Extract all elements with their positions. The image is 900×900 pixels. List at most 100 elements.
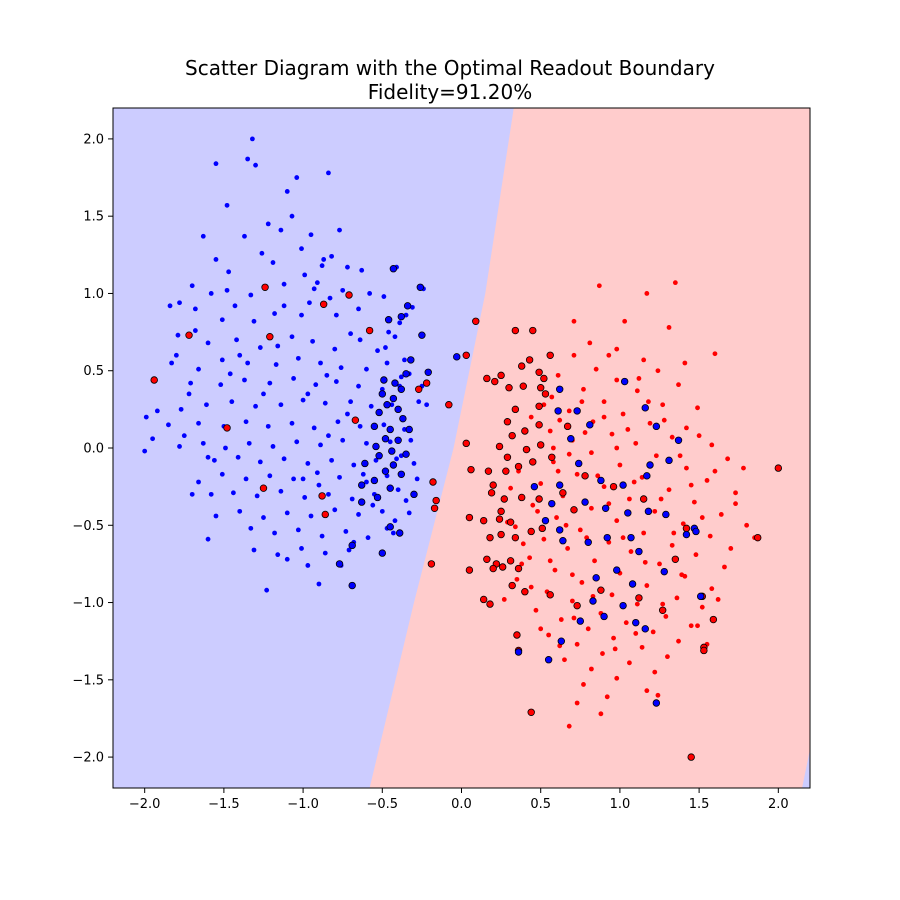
blue-point — [250, 136, 255, 142]
blue-point — [192, 306, 198, 312]
red-point — [557, 417, 563, 423]
misclassified-red-point — [538, 524, 546, 533]
misclassified-red-point — [521, 588, 529, 596]
misclassified-blue-point — [556, 526, 564, 534]
red-point — [712, 468, 718, 474]
blue-point — [337, 474, 342, 480]
blue-point — [403, 498, 409, 503]
misclassified-red-point — [479, 516, 488, 525]
y-axis: −2.0 −1.5 −1.0 −0.5 0.0 0.5 1.0 1.5 2.0 — [72, 132, 113, 766]
blue-point — [348, 399, 354, 405]
red-point — [555, 468, 561, 474]
blue-point — [338, 365, 344, 371]
blue-point — [267, 380, 273, 386]
red-region — [369, 108, 810, 788]
misclassified-red-point — [546, 591, 554, 599]
red-point — [589, 450, 594, 456]
misclassified-blue-point — [383, 401, 391, 409]
misclassified-red-point — [658, 606, 667, 614]
misclassified-blue-point — [559, 537, 567, 545]
blue-point — [416, 399, 422, 405]
misclassified-blue-point — [586, 421, 594, 429]
red-point — [501, 597, 507, 602]
red-point — [658, 496, 664, 502]
blue-point — [213, 513, 219, 519]
misclassified-red-point — [682, 524, 691, 533]
blue-point — [196, 479, 201, 485]
red-point — [733, 501, 738, 507]
red-point — [595, 473, 601, 479]
blue-point — [289, 213, 295, 219]
blue-point — [278, 227, 284, 233]
blue-point — [310, 338, 315, 344]
blue-point — [313, 382, 319, 388]
red-point — [609, 592, 615, 598]
blue-point — [291, 476, 296, 482]
red-point — [680, 521, 686, 527]
chart-title: Scatter Diagram with the Optimal Readout… — [185, 56, 715, 80]
blue-point — [223, 445, 228, 451]
misclassified-red-point — [527, 527, 535, 536]
x-tick-label: 2.0 — [768, 797, 789, 812]
misclassified-red-point — [513, 631, 521, 639]
y-tick-label: 1.5 — [83, 210, 104, 225]
blue-point — [390, 530, 396, 536]
misclassified-red-point — [511, 405, 520, 414]
red-point — [547, 428, 553, 434]
misclassified-red-point — [430, 504, 439, 512]
red-point — [634, 601, 640, 607]
red-point — [628, 549, 634, 554]
blue-point — [272, 311, 277, 316]
red-point — [577, 527, 583, 533]
red-point — [625, 427, 631, 432]
misclassified-blue-point — [375, 408, 383, 417]
blue-point — [267, 473, 273, 479]
blue-point — [208, 291, 214, 296]
red-point — [574, 471, 580, 477]
red-point — [601, 484, 607, 490]
blue-point — [175, 332, 181, 338]
misclassified-blue-point — [358, 498, 366, 506]
red-point — [634, 388, 640, 394]
red-point — [527, 555, 533, 561]
blue-point — [218, 382, 224, 388]
blue-point — [373, 457, 379, 463]
blue-point — [219, 471, 225, 477]
blue-point — [383, 345, 388, 350]
misclassified-blue-point — [389, 394, 398, 403]
misclassified-blue-point — [403, 302, 412, 310]
blue-point — [299, 246, 304, 252]
blue-point — [365, 535, 371, 541]
red-point — [565, 546, 571, 551]
blue-point — [243, 419, 249, 425]
misclassified-blue-point — [584, 538, 592, 546]
red-point — [569, 598, 575, 604]
blue-point — [248, 525, 254, 531]
misclassified-blue-point — [397, 312, 405, 321]
misclassified-red-point — [259, 484, 268, 492]
blue-region-corner — [802, 749, 810, 788]
y-tick-label: −0.5 — [72, 519, 104, 534]
misclassified-red-point — [548, 453, 556, 461]
misclassified-red-point — [465, 566, 474, 574]
misclassified-red-point — [427, 560, 436, 568]
misclassified-red-point — [514, 462, 523, 471]
misclassified-red-point — [486, 600, 494, 608]
blue-point — [364, 366, 369, 372]
misclassified-blue-point — [589, 597, 597, 605]
misclassified-red-point — [483, 374, 491, 383]
blue-point — [305, 563, 311, 568]
misclassified-red-point — [535, 495, 543, 503]
misclassified-red-point — [445, 401, 453, 409]
x-tick-label: −1.5 — [208, 797, 240, 812]
points-layer — [142, 136, 783, 761]
blue-point — [345, 264, 350, 270]
misclassified-red-point — [479, 595, 488, 604]
blue-point — [359, 267, 365, 273]
blue-point — [311, 425, 317, 431]
blue-point — [289, 334, 295, 340]
blue-point — [261, 515, 266, 520]
red-point — [604, 694, 610, 700]
red-point — [704, 478, 710, 483]
